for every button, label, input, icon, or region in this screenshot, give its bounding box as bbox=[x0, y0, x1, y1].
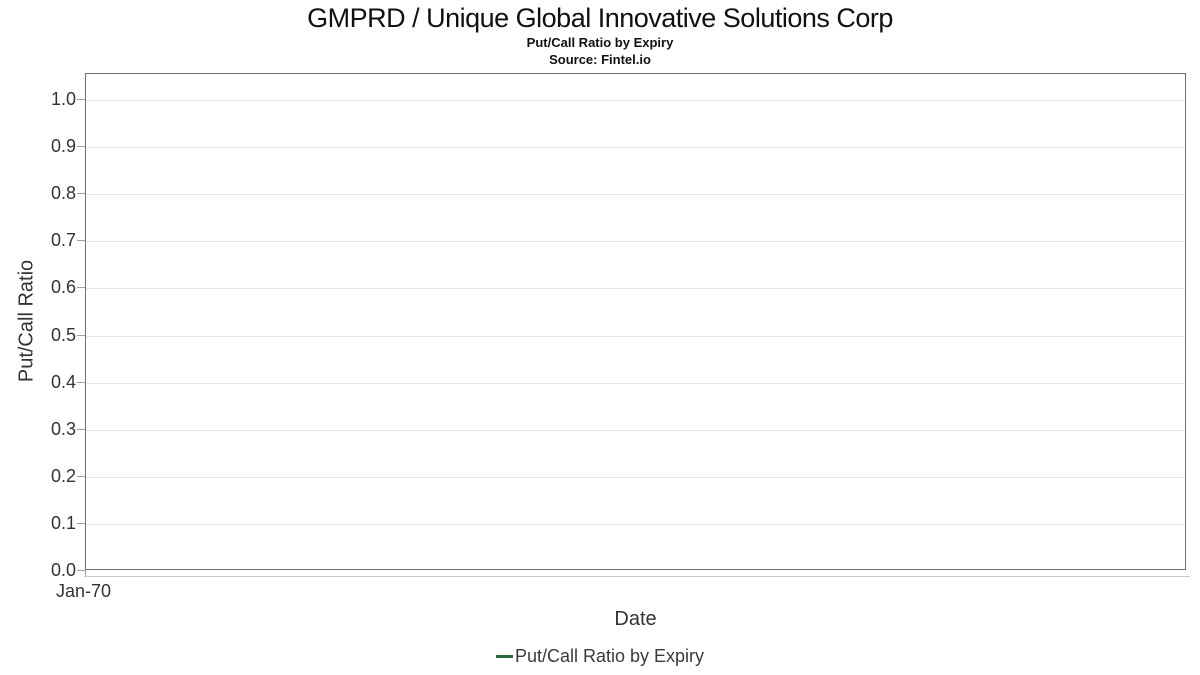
y-gridline bbox=[86, 100, 1185, 101]
y-tick-mark bbox=[77, 287, 85, 289]
y-tick-mark bbox=[77, 570, 85, 571]
y-tick-label: 1.0 bbox=[50, 89, 76, 109]
legend-item-put-call-ratio[interactable]: Put/Call Ratio by Expiry bbox=[495, 646, 705, 667]
x-tick-mark bbox=[85, 570, 86, 577]
y-tick-label: 0.7 bbox=[50, 230, 76, 251]
y-tick-label: 0.3 bbox=[50, 418, 76, 439]
x-tick-label: Jan-70 bbox=[56, 581, 112, 601]
x-axis-line bbox=[85, 576, 1190, 577]
y-tick-label: 0.4 bbox=[50, 371, 76, 392]
y-tick-mark bbox=[77, 522, 85, 524]
legend-label: Put/Call Ratio by Expiry bbox=[514, 646, 705, 666]
x-axis-title: Date bbox=[614, 608, 657, 630]
y-gridline bbox=[86, 147, 1185, 149]
y-tick-mark bbox=[77, 428, 85, 430]
y-tick-mark bbox=[77, 334, 85, 336]
y-gridline bbox=[86, 382, 1185, 384]
y-tick-mark bbox=[77, 193, 85, 195]
legend: Put/Call Ratio by Expiry bbox=[0, 646, 1200, 667]
y-tick-mark bbox=[77, 99, 85, 100]
y-gridline bbox=[86, 476, 1185, 478]
legend-line-swatch bbox=[495, 655, 513, 658]
y-gridline bbox=[86, 523, 1185, 525]
y-tick-label: 0.9 bbox=[50, 136, 76, 157]
y-tick-label: 0.6 bbox=[50, 277, 76, 298]
y-gridline bbox=[86, 288, 1185, 290]
y-tick-label: 0.2 bbox=[50, 465, 76, 486]
y-tick-label: 0.1 bbox=[50, 512, 76, 533]
y-tick-mark bbox=[77, 381, 85, 383]
y-gridline bbox=[86, 335, 1185, 337]
chart-subtitle: Put/Call Ratio by Expiry bbox=[526, 35, 674, 50]
plot-area bbox=[85, 73, 1186, 570]
y-tick-label: 0.0 bbox=[50, 560, 76, 580]
y-axis-title: Put/Call Ratio bbox=[15, 259, 38, 383]
y-tick-mark bbox=[77, 240, 85, 242]
chart-source: Source: Fintel.io bbox=[549, 52, 651, 67]
y-tick-label: 0.5 bbox=[50, 324, 76, 345]
y-gridline bbox=[86, 241, 1185, 243]
y-tick-mark bbox=[77, 146, 85, 148]
y-tick-label: 0.8 bbox=[50, 183, 76, 204]
y-gridline bbox=[86, 429, 1185, 431]
chart-title: GMPRD / Unique Global Innovative Solutio… bbox=[307, 3, 893, 33]
y-gridline bbox=[86, 194, 1185, 196]
y-tick-mark bbox=[77, 475, 85, 477]
